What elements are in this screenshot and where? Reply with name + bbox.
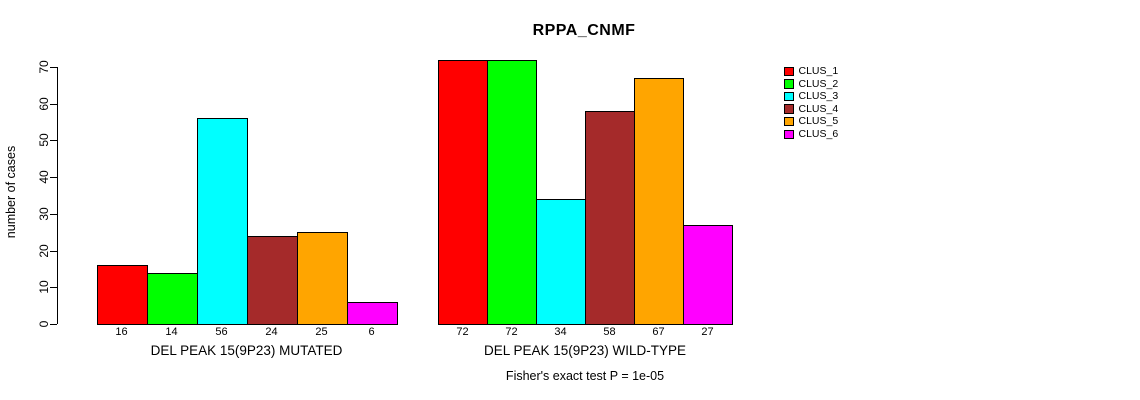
legend-label: CLUS_3 — [798, 90, 839, 103]
y-tick-label: 0 — [37, 320, 51, 328]
legend-label: CLUS_2 — [798, 77, 839, 90]
legend-label: CLUS_6 — [798, 128, 839, 141]
bar-value-label: 72 — [505, 326, 518, 338]
bar-clus_5 — [296, 232, 348, 325]
y-tick-mark — [50, 287, 57, 289]
bar-value-label: 16 — [115, 326, 128, 338]
legend-swatch — [784, 129, 794, 140]
legend-swatch — [784, 79, 794, 89]
legend-swatch — [784, 91, 794, 102]
y-axis-title: number of cases — [4, 145, 18, 239]
y-tick-mark — [50, 213, 57, 215]
legend-item: CLUS_4 — [784, 103, 838, 116]
y-tick-mark — [50, 250, 57, 252]
y-tick-label: 10 — [37, 280, 51, 294]
bar-clus_1 — [438, 59, 488, 325]
bar-clus_2 — [146, 272, 198, 325]
bar-value-label: 27 — [701, 326, 714, 338]
bar-clus_4 — [246, 235, 298, 325]
bar-value-label: 6 — [368, 326, 375, 338]
bar-clus_6 — [346, 301, 398, 325]
y-tick-mark — [50, 324, 57, 325]
y-tick-label: 60 — [37, 97, 51, 111]
legend-label: CLUS_4 — [798, 102, 839, 115]
bar-value-label: 24 — [265, 326, 278, 338]
legend: CLUS_1 CLUS_2 CLUS_3 CLUS_4 CLUS_5 CLUS_6 — [784, 65, 838, 141]
fisher-test-annotation: Fisher's exact test P = 1e-05 — [505, 369, 665, 383]
legend-item: CLUS_1 — [784, 65, 838, 78]
legend-item: CLUS_5 — [784, 115, 838, 128]
y-tick-label: 20 — [37, 243, 51, 258]
y-tick-label: 70 — [37, 60, 51, 74]
y-axis-line — [57, 67, 58, 324]
bar-clus_3 — [536, 199, 586, 325]
group-x-axis-label: DEL PEAK 15(9P23) MUTATED — [150, 343, 343, 358]
bar-clus_6 — [683, 224, 733, 325]
bar-value-label: 14 — [165, 326, 178, 338]
bar-value-label: 58 — [603, 326, 616, 338]
legend-swatch — [784, 66, 794, 77]
legend-swatch — [784, 116, 794, 127]
legend-item: CLUS_3 — [784, 90, 838, 103]
bar-clus_5 — [634, 78, 684, 325]
bar-value-label: 72 — [456, 326, 469, 338]
bar-clus_2 — [487, 59, 537, 325]
legend-item: CLUS_6 — [784, 128, 838, 141]
chart-title: RPPA_CNMF — [532, 22, 636, 39]
y-tick-label: 50 — [37, 133, 51, 148]
y-tick-mark — [50, 177, 57, 179]
bar-value-label: 67 — [652, 326, 665, 338]
legend-swatch — [784, 104, 794, 114]
bar-value-label: 34 — [554, 326, 567, 338]
legend-label: CLUS_1 — [798, 65, 839, 78]
legend-item: CLUS_2 — [784, 78, 838, 91]
y-tick-mark — [50, 140, 57, 142]
y-tick-label: 40 — [37, 170, 51, 184]
bar-clus_3 — [196, 118, 248, 325]
group-x-axis-label: DEL PEAK 15(9P23) WILD-TYPE — [483, 343, 687, 358]
y-tick-mark — [50, 103, 57, 105]
bar-clus_4 — [585, 111, 635, 325]
y-tick-label: 30 — [37, 207, 51, 221]
legend-label: CLUS_5 — [798, 115, 839, 128]
y-tick-mark — [50, 67, 57, 68]
bar-value-label: 56 — [215, 326, 228, 338]
bar-clus_1 — [96, 265, 148, 325]
bar-value-label: 25 — [315, 326, 328, 338]
